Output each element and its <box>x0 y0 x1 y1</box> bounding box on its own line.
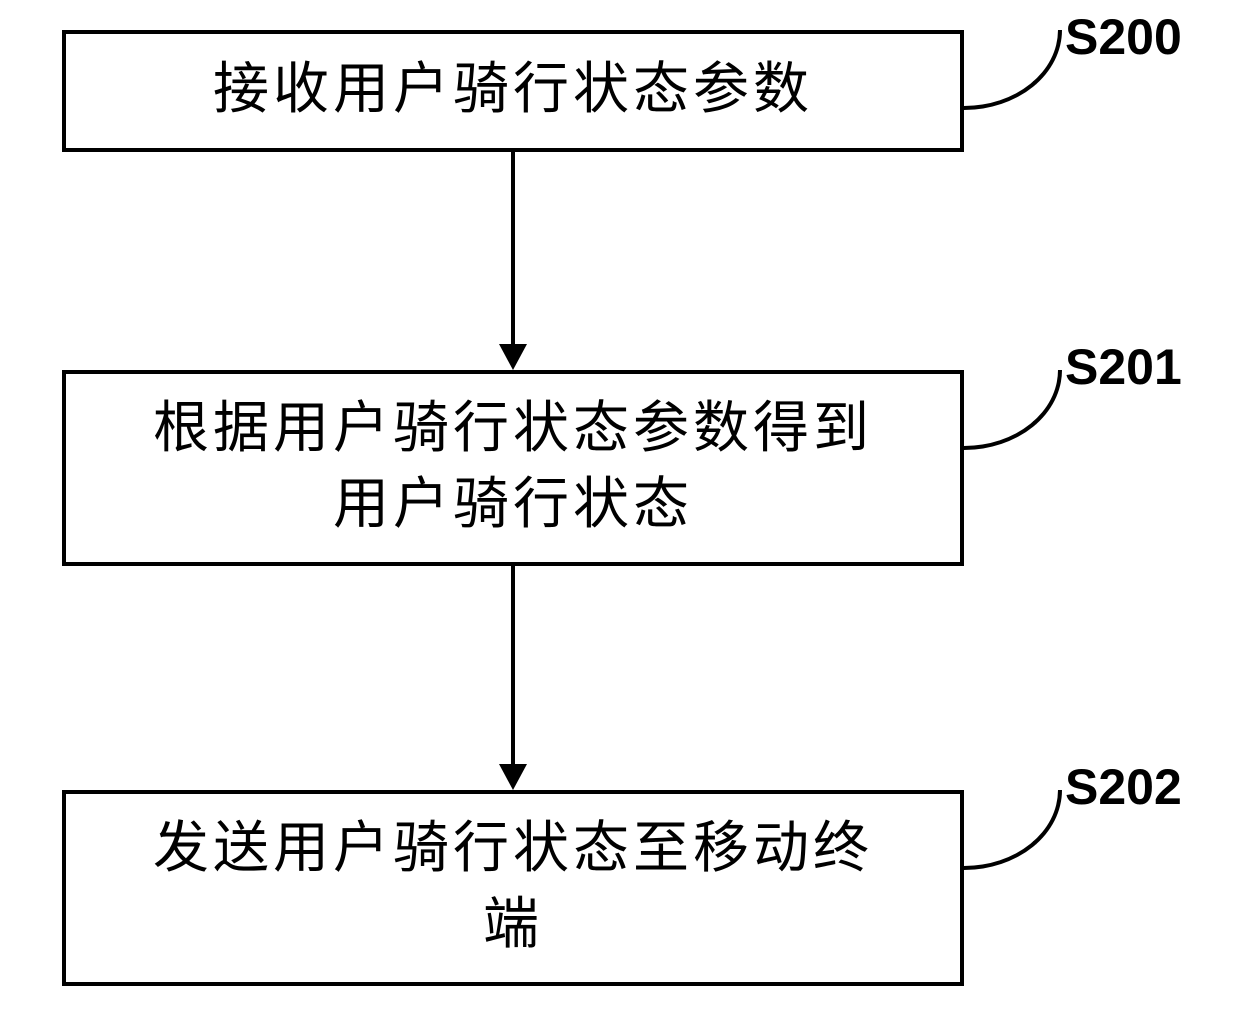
label-connector-s200 <box>964 30 1062 110</box>
label-connector-s201 <box>964 370 1062 450</box>
flow-box-s200: 接收用户骑行状态参数 <box>62 30 964 152</box>
step-label-s201: S201 <box>1065 338 1182 396</box>
flow-box-text: 接收用户骑行状态参数 <box>193 43 833 139</box>
step-label-s202: S202 <box>1065 758 1182 816</box>
label-connector-s202 <box>964 790 1062 870</box>
arrow-head-icon <box>499 764 527 790</box>
arrow-head-icon <box>499 344 527 370</box>
flow-box-text: 根据用户骑行状态参数得到用户骑行状态 <box>133 382 893 553</box>
flow-box-text: 发送用户骑行状态至移动终端 <box>133 802 893 973</box>
step-label-s200: S200 <box>1065 8 1182 66</box>
flow-box-s201: 根据用户骑行状态参数得到用户骑行状态 <box>62 370 964 566</box>
flow-box-s202: 发送用户骑行状态至移动终端 <box>62 790 964 986</box>
arrow-shaft <box>511 566 515 764</box>
arrow-shaft <box>511 152 515 344</box>
